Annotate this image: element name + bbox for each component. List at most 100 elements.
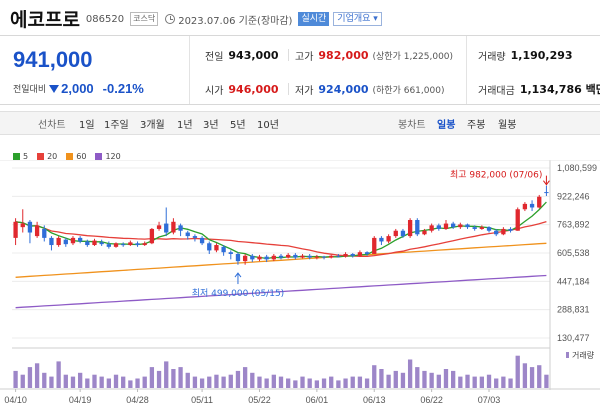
candle-chart-tab[interactable]: 봉차트 — [398, 120, 426, 131]
volume-bar — [77, 372, 83, 388]
ma60-swatch — [66, 153, 74, 160]
candle-body — [508, 228, 513, 231]
tab-1y[interactable]: 1년 — [177, 120, 193, 131]
candle-body — [400, 230, 406, 237]
tab-1w[interactable]: 1주일 — [104, 120, 129, 131]
volume-bar — [199, 378, 205, 388]
x-axis: 04/10 04/19 04/28 05/11 05/22 06/01 06/13 06/22… — [0, 388, 600, 405]
volume-bar — [271, 374, 276, 388]
open-price: 시가 946,000 — [205, 79, 279, 99]
x-tick-label: 04/10 — [4, 395, 27, 405]
x-tick-label: 06/01 — [306, 395, 329, 405]
stock-chart[interactable]: 1,080,599 922,246 763,892 605,538 447,184 288… — [0, 160, 600, 413]
candle-body — [271, 255, 276, 260]
low-value: 924,000 — [318, 82, 369, 96]
legend-ma60: 60 — [66, 152, 86, 161]
volume-bar — [415, 367, 420, 388]
open-value: 946,000 — [228, 82, 279, 96]
volume-bar — [522, 363, 528, 388]
volume-bar — [235, 370, 241, 388]
volume-bar — [264, 378, 269, 388]
line-chart-tab[interactable]: 선차트 — [38, 120, 66, 131]
candle-body — [149, 228, 155, 244]
candle-body — [329, 255, 334, 258]
tab-monthly[interactable]: 월봉 — [498, 120, 517, 131]
volume-value: 1,190,293 — [510, 48, 573, 62]
volume-bar — [20, 374, 25, 388]
volume-bar — [121, 376, 126, 388]
prev-close-label: 전일 — [205, 51, 224, 63]
candle-body — [264, 256, 269, 260]
volume-bar — [537, 365, 542, 388]
company-overview-dropdown[interactable]: 기업개요 ▾ — [333, 12, 382, 26]
legend-ma20: 20 — [37, 152, 57, 161]
high-arrow-head-icon — [543, 180, 550, 186]
candle-body — [307, 255, 312, 258]
volume-legend-swatch — [566, 352, 569, 358]
clock-icon — [165, 14, 176, 24]
stock-header: 에코프로 086520 코스닥 2023.07.06 기준(장마감) 실시간 기… — [10, 7, 382, 31]
volume-bar — [99, 376, 104, 388]
realtime-button[interactable]: 실시간 — [298, 12, 330, 26]
tab-1d[interactable]: 1일 — [79, 120, 95, 131]
candle-body — [386, 236, 391, 242]
volume-bar — [278, 376, 284, 388]
tab-weekly[interactable]: 주봉 — [467, 120, 486, 131]
candle-body — [436, 225, 441, 229]
volume-bar — [515, 355, 520, 388]
candle-body — [113, 243, 119, 247]
candle-body — [321, 256, 327, 258]
volume-bar — [185, 372, 190, 388]
volume-bar — [422, 370, 427, 388]
candle-body — [42, 228, 47, 238]
candle-body — [34, 225, 40, 237]
candle-body — [156, 225, 162, 229]
y-tick-label: 130,477 — [557, 333, 590, 343]
candle-body — [49, 237, 54, 246]
volume-bar — [472, 376, 477, 388]
ma5-label: 5 — [23, 152, 29, 161]
candle-body — [199, 237, 205, 244]
candle-body — [372, 237, 377, 254]
candle-body — [92, 240, 97, 246]
chart-period-tabs: 선차트 1일 1주일 3개월 1년 3년 5년 10년 봉차트 일봉 주봉 월봉 — [0, 111, 600, 135]
change-row: 전일대비 2,000 -0.21% — [13, 81, 144, 96]
candle-body — [379, 237, 384, 242]
volume-bar — [56, 361, 61, 388]
candle-body — [250, 255, 255, 260]
candle-body — [171, 221, 176, 233]
y-tick-label: 763,892 — [557, 220, 590, 230]
x-tick-label: 05/11 — [191, 395, 213, 405]
candle-body — [121, 244, 126, 246]
candle-body — [207, 243, 212, 251]
legend-ma5: 5 — [13, 152, 28, 161]
tab-5y[interactable]: 5년 — [230, 120, 246, 131]
candle-body — [135, 243, 140, 246]
candle-body — [443, 223, 449, 229]
volume-bar — [221, 376, 226, 388]
volume-bar — [494, 378, 499, 388]
candle-body — [393, 230, 398, 237]
candle-body — [522, 203, 528, 210]
candle-body — [336, 255, 341, 257]
tab-3m[interactable]: 3개월 — [140, 120, 165, 131]
candle-body — [214, 245, 219, 251]
tab-3y[interactable]: 3년 — [203, 120, 219, 131]
volume-bar — [257, 376, 262, 388]
y-tick-label: 447,184 — [557, 276, 590, 286]
volume-bar — [364, 378, 370, 388]
ma5-swatch — [13, 153, 20, 160]
candle-body — [364, 252, 370, 254]
legend-ma120: 120 — [95, 152, 121, 161]
volume-label: 거래량 — [478, 51, 506, 63]
tab-10y[interactable]: 10년 — [257, 120, 279, 131]
high-value: 982,000 — [318, 48, 369, 62]
tab-daily[interactable]: 일봉 — [437, 120, 456, 131]
candle-body — [85, 241, 90, 246]
volume-bar — [300, 376, 305, 388]
x-tick-label: 04/19 — [69, 395, 92, 405]
volume-bar — [135, 378, 140, 388]
candle-body — [501, 228, 506, 235]
volume-bar — [70, 376, 76, 388]
volume-bar — [393, 370, 398, 388]
